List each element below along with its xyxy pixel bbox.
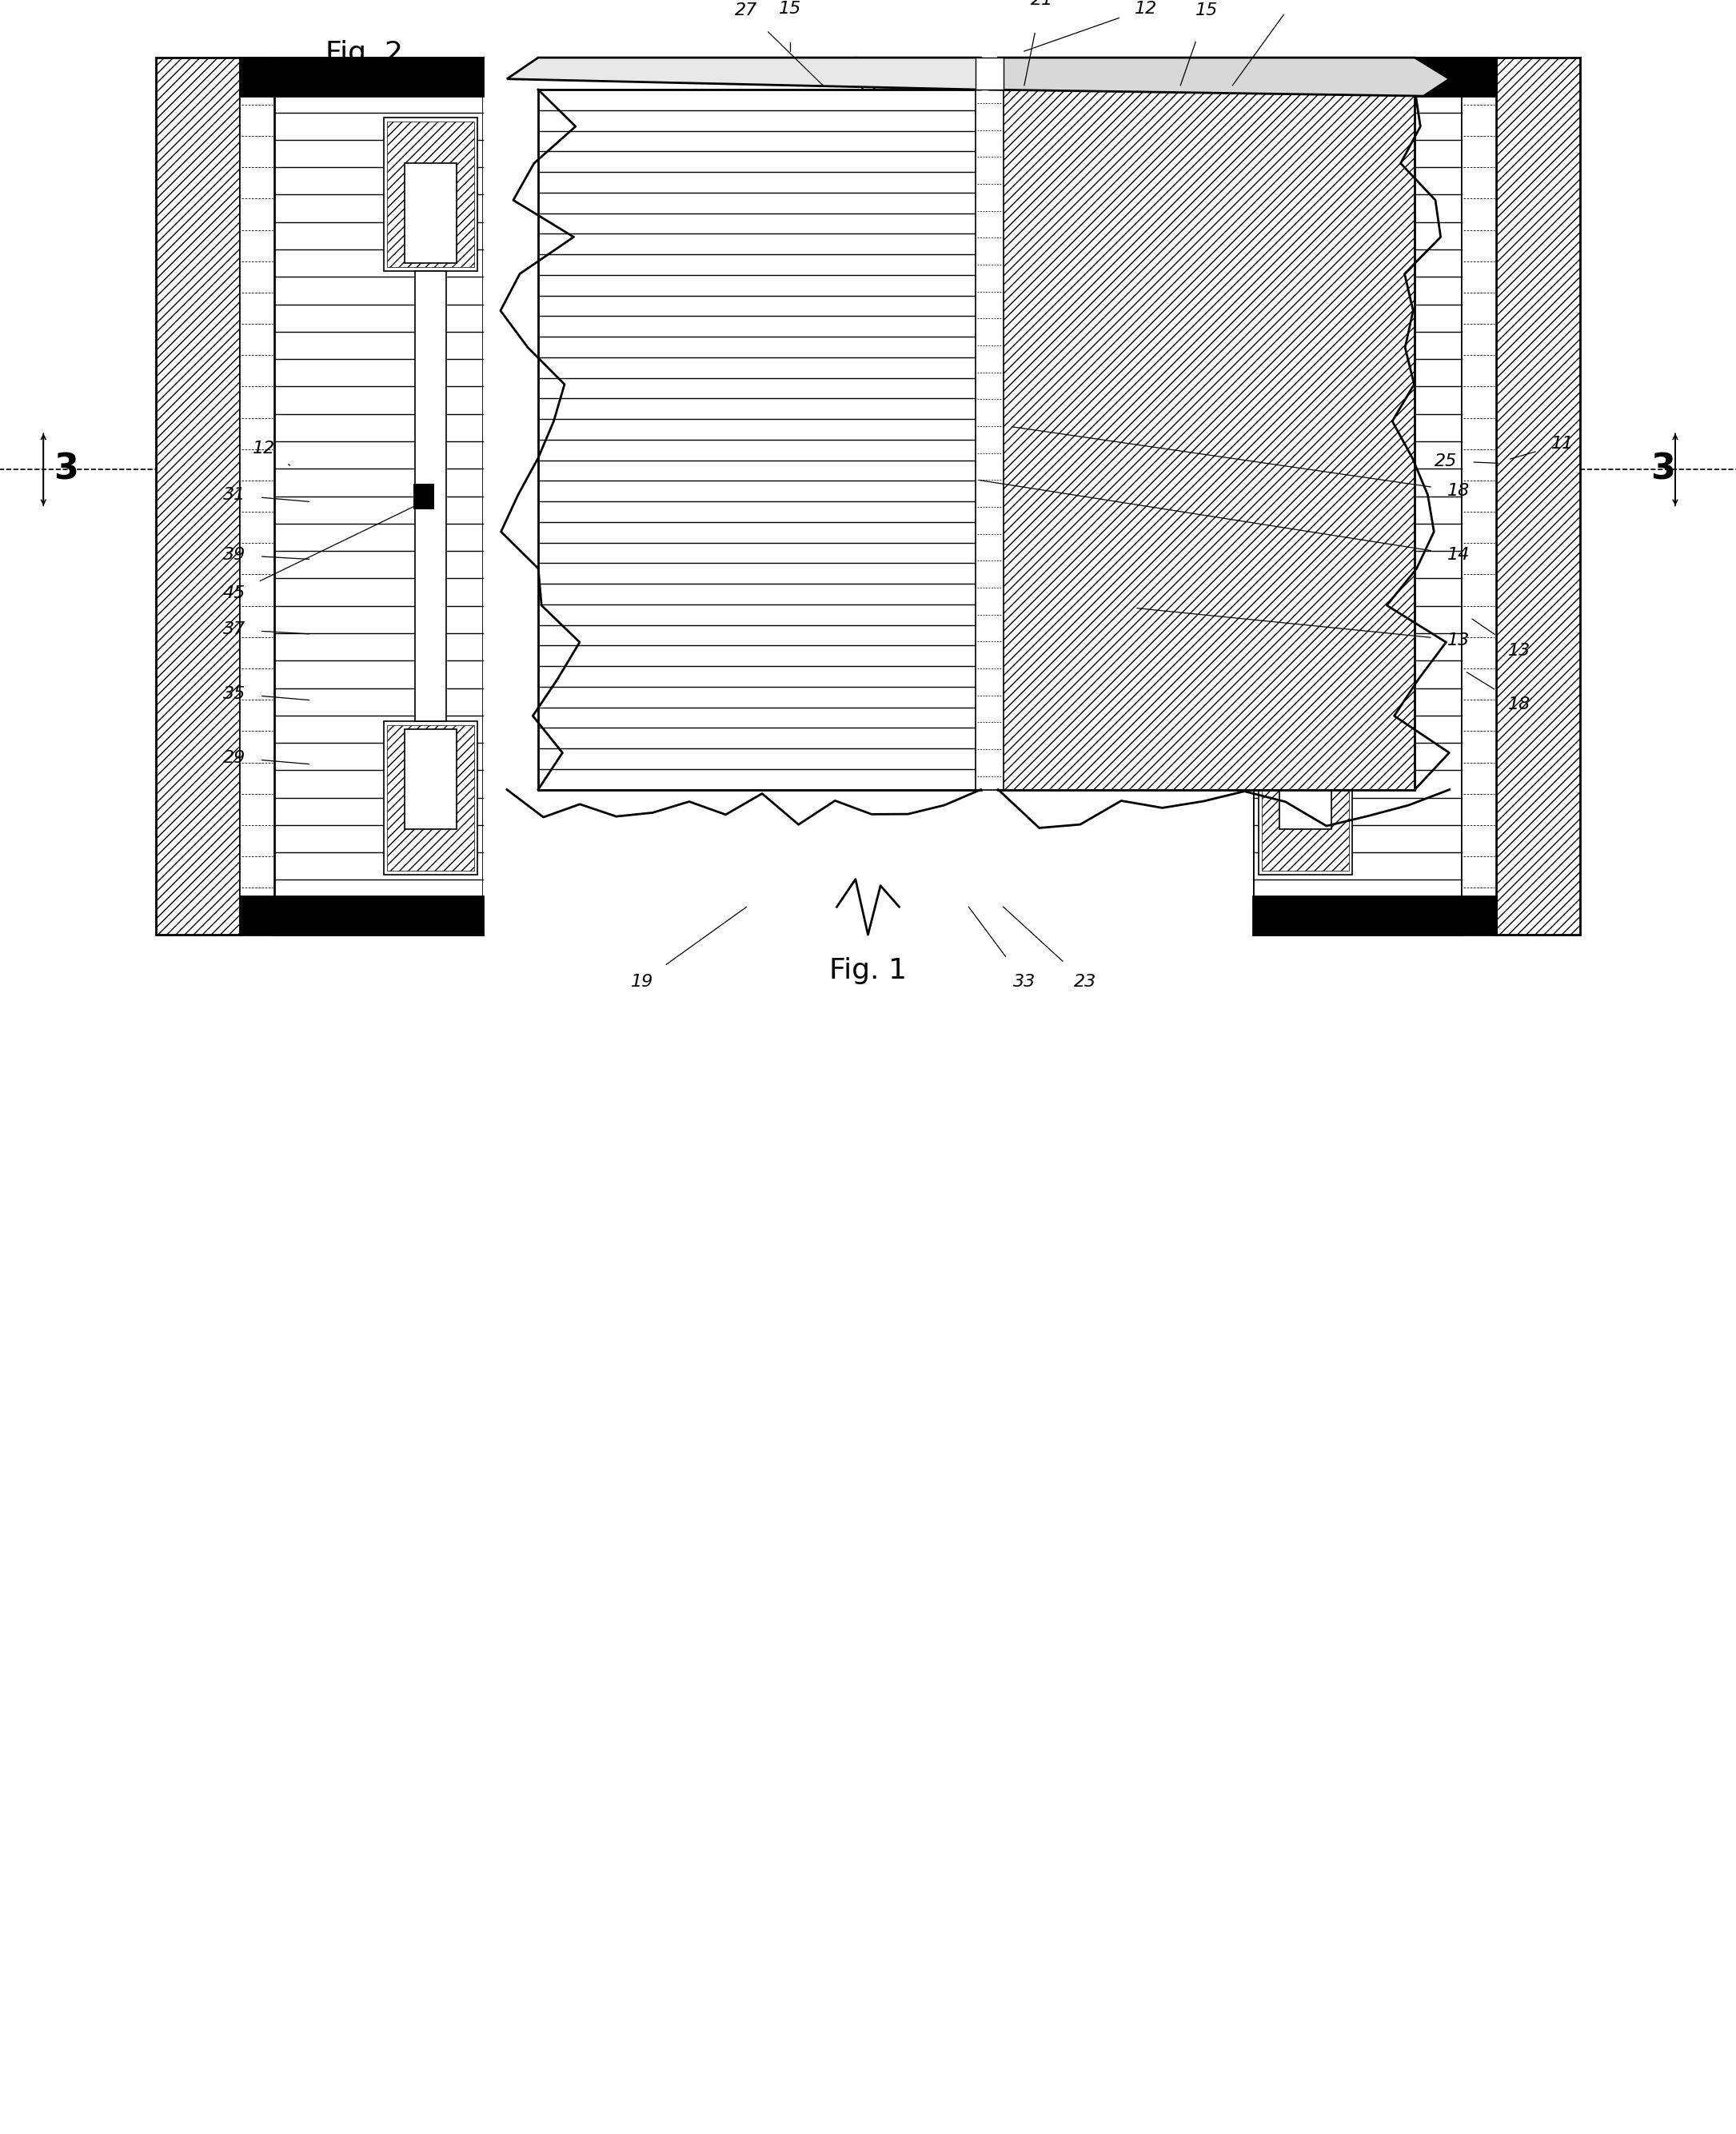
Bar: [1290, 271, 1321, 721]
Text: 29: 29: [222, 749, 247, 766]
Bar: [240, 896, 483, 935]
Text: 12: 12: [252, 440, 276, 457]
Text: 31: 31: [222, 487, 247, 504]
Bar: [1253, 58, 1496, 96]
Bar: [415, 271, 446, 721]
Text: 21: 21: [1029, 0, 1054, 9]
Bar: [1262, 122, 1349, 267]
Bar: [1279, 164, 1332, 262]
Text: 39: 39: [222, 546, 247, 563]
Bar: [1259, 117, 1352, 271]
Bar: [998, 90, 1415, 790]
Bar: [413, 482, 434, 508]
Text: 3: 3: [1651, 452, 1675, 487]
Text: 12: 12: [1134, 0, 1158, 17]
Polygon shape: [507, 58, 1002, 90]
Bar: [1496, 58, 1580, 935]
Bar: [404, 730, 457, 828]
Bar: [483, 58, 1253, 935]
Text: 25: 25: [1434, 452, 1458, 469]
Text: 23: 23: [1073, 973, 1097, 990]
Bar: [1462, 58, 1496, 935]
Bar: [156, 58, 240, 935]
Bar: [384, 117, 477, 271]
Bar: [1259, 721, 1352, 875]
Bar: [1253, 58, 1462, 935]
Text: 27: 27: [734, 2, 759, 19]
Text: 37: 37: [222, 621, 247, 638]
Bar: [1262, 726, 1349, 871]
Text: 35: 35: [222, 685, 247, 702]
Bar: [1253, 896, 1496, 935]
Text: 13: 13: [1507, 642, 1531, 659]
Polygon shape: [976, 58, 1003, 90]
Text: 45: 45: [222, 585, 247, 602]
Polygon shape: [990, 58, 1450, 96]
Text: 33: 33: [1012, 973, 1036, 990]
Bar: [404, 164, 457, 262]
Text: Fig. 2: Fig. 2: [326, 41, 403, 66]
Bar: [384, 721, 477, 875]
Bar: [240, 58, 274, 935]
Bar: [274, 58, 483, 935]
Text: 3: 3: [54, 452, 78, 487]
Bar: [387, 726, 474, 871]
Bar: [1288, 482, 1309, 508]
Bar: [538, 90, 981, 790]
Text: Fig. 1: Fig. 1: [830, 958, 906, 984]
Bar: [240, 58, 483, 96]
Text: 13: 13: [1446, 632, 1470, 649]
Text: 15: 15: [778, 0, 802, 17]
Bar: [1279, 730, 1332, 828]
Text: 18: 18: [1507, 696, 1531, 713]
Text: 11: 11: [1550, 435, 1575, 452]
Text: 14: 14: [1446, 546, 1470, 563]
Text: 15: 15: [1194, 2, 1219, 19]
Text: 19: 19: [630, 973, 654, 990]
Text: 18: 18: [1446, 482, 1470, 499]
Bar: [976, 90, 1003, 790]
Bar: [387, 122, 474, 267]
